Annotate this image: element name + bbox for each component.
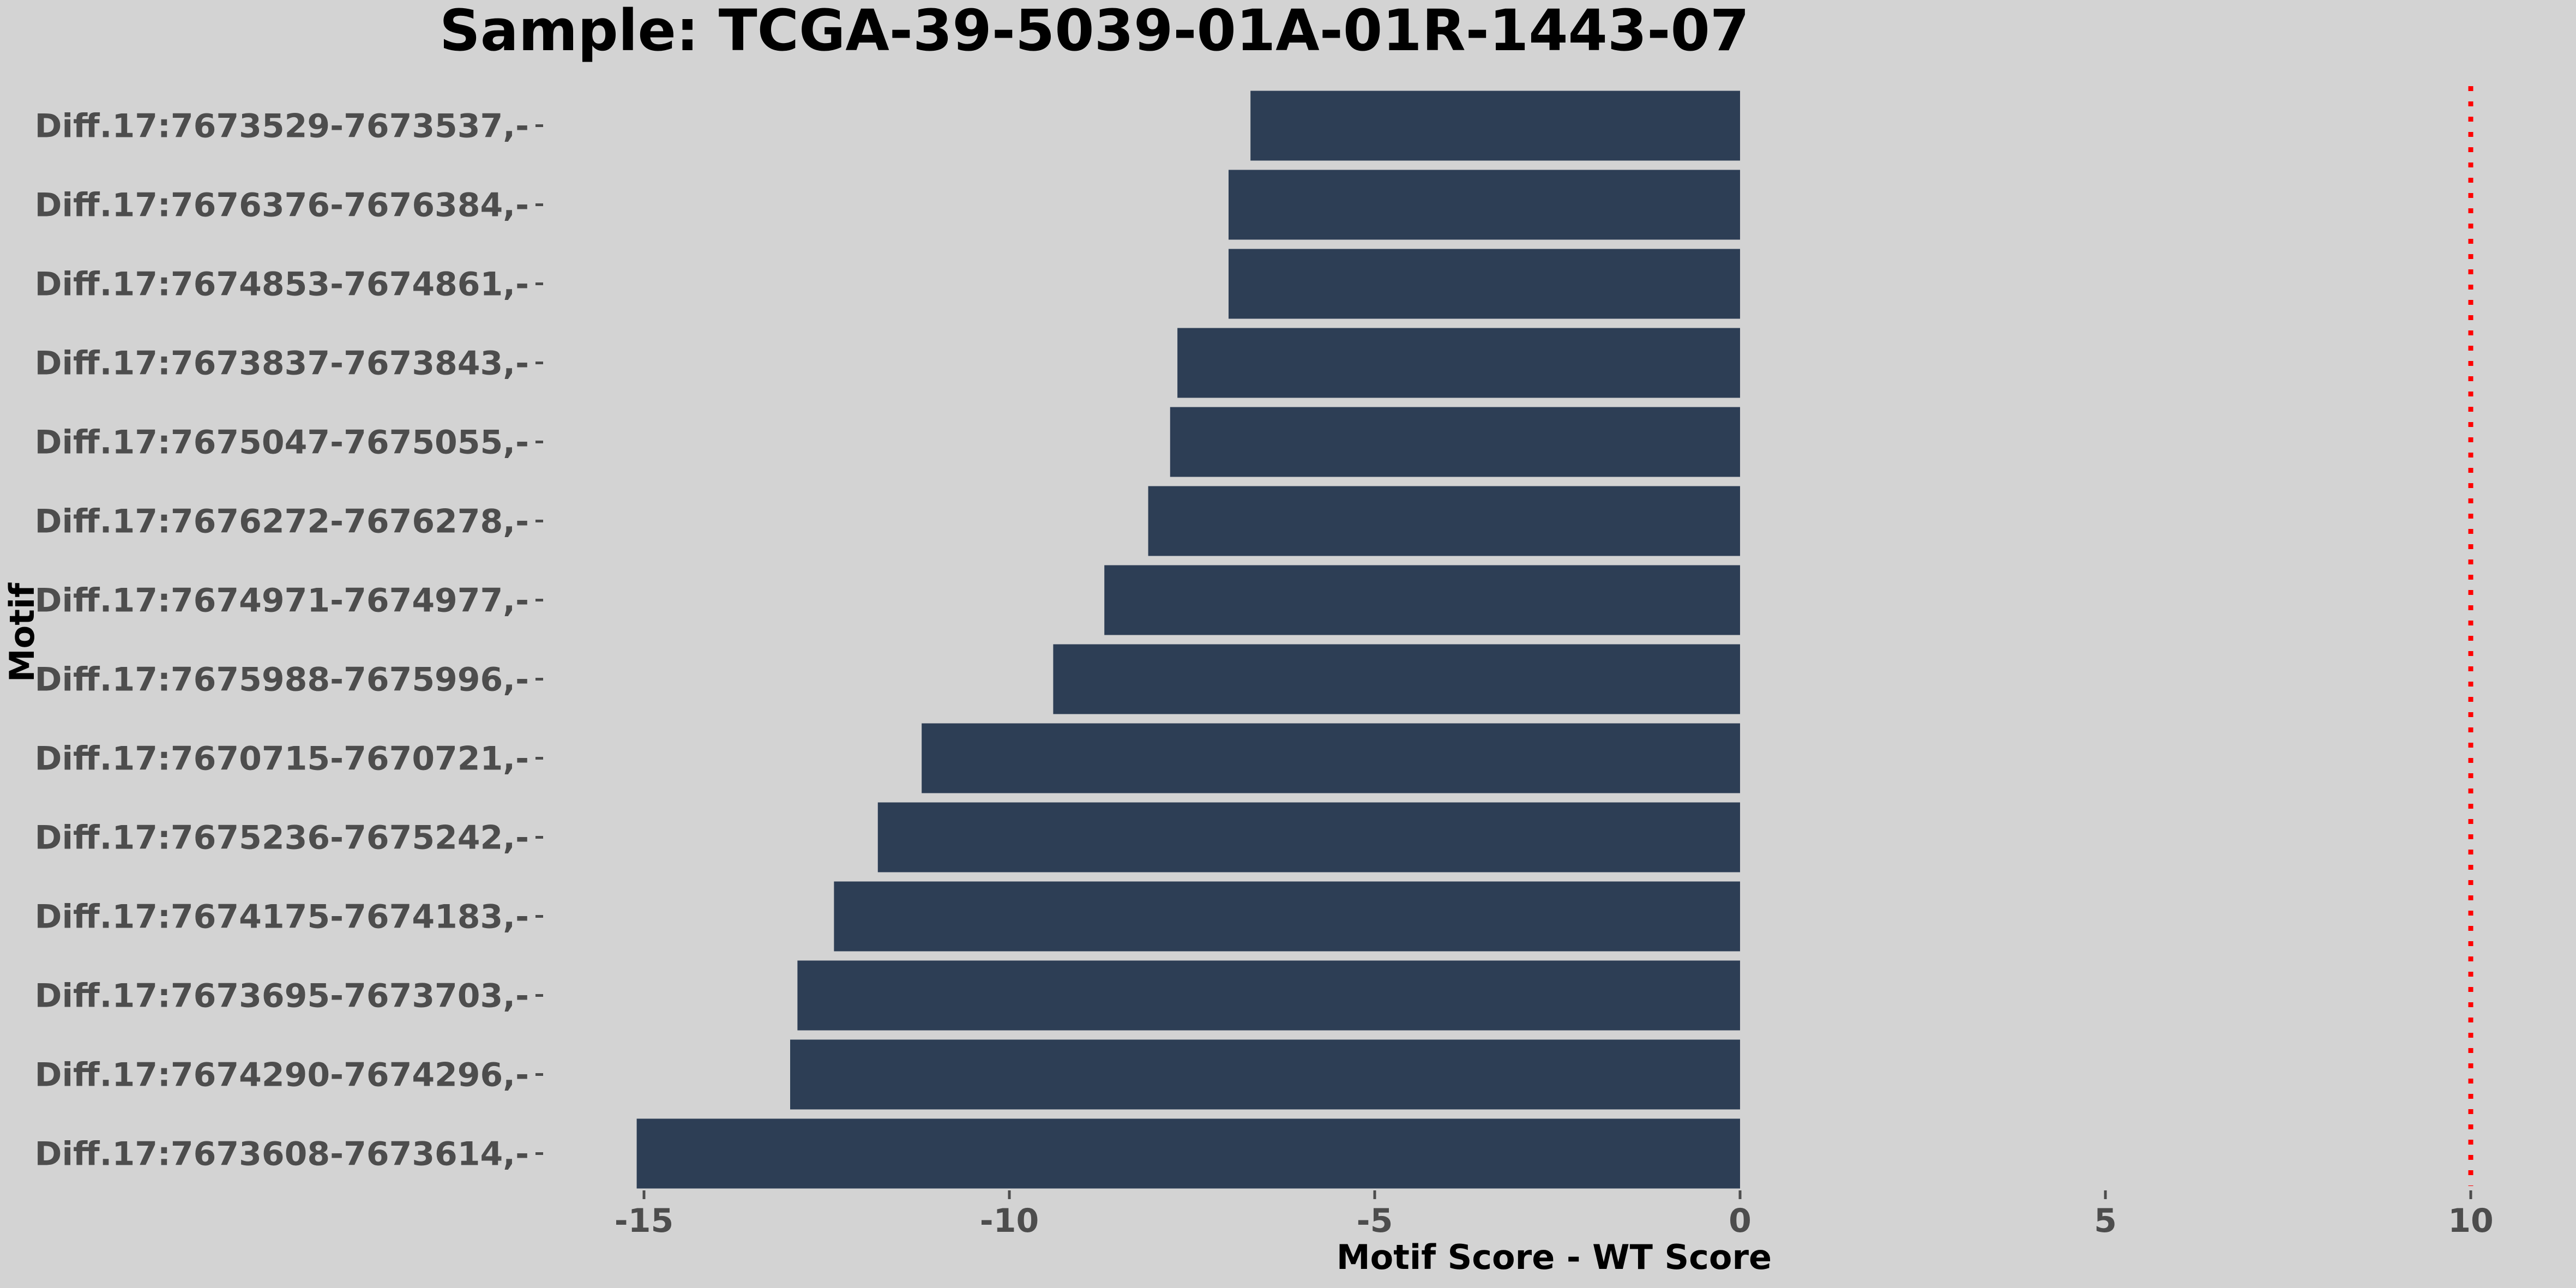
y-tick-label-6: Diff.17:7676272-7676278,-	[35, 503, 529, 541]
bar-14	[636, 1118, 1740, 1189]
y-tick-label-13: Diff.17:7674290-7674296,-	[35, 1056, 529, 1094]
plot-area: Diff.17:7673529-7673537,- Diff.17:7676376…	[35, 86, 2494, 1240]
y-tick-label-9: Diff.17:7670715-7670721,-	[35, 740, 529, 778]
bar-11	[834, 881, 1740, 952]
bar-7	[1104, 565, 1740, 635]
bar-6	[1148, 486, 1740, 556]
x-tick-label-3: -5	[1357, 1202, 1393, 1240]
y-tick-label-7: Diff.17:7674971-7674977,-	[35, 582, 529, 620]
y-axis-title: Motif	[2, 582, 42, 682]
bar-9	[922, 723, 1740, 793]
y-tick-label-4: Diff.17:7673837-7673843,-	[35, 345, 529, 383]
chart-title: Sample: TCGA-39-5039-01A-01R-1443-07	[440, 0, 1749, 64]
bar-1	[1250, 91, 1740, 161]
y-tick-label-2: Diff.17:7676376-7676384,-	[35, 186, 529, 225]
x-axis-title: Motif Score - WT Score	[1337, 1237, 1772, 1277]
y-tick-label-8: Diff.17:7675988-7675996,-	[35, 661, 529, 699]
y-tick-label-12: Diff.17:7673695-7673703,-	[35, 977, 529, 1015]
bar-5	[1170, 407, 1740, 477]
y-tick-label-1: Diff.17:7673529-7673537,-	[35, 107, 529, 146]
bar-12	[797, 960, 1740, 1031]
x-tick-label-1: -15	[615, 1202, 673, 1240]
x-tick-label-4: 0	[1729, 1202, 1752, 1240]
y-tick-label-14: Diff.17:7673608-7673614,-	[35, 1135, 529, 1173]
bar-2	[1229, 170, 1740, 240]
y-tick-label-3: Diff.17:7674853-7674861,-	[35, 266, 529, 304]
y-tick-label-10: Diff.17:7675236-7675242,-	[35, 819, 529, 857]
x-tick-label-6: 10	[2448, 1202, 2494, 1240]
bar-10	[877, 802, 1740, 872]
bar-4	[1177, 328, 1740, 398]
x-tick-label-2: -10	[980, 1202, 1039, 1240]
y-tick-label-11: Diff.17:7674175-7674183,-	[35, 898, 529, 936]
y-tick-label-5: Diff.17:7675047-7675055,-	[35, 424, 529, 462]
bar-8	[1053, 644, 1740, 714]
bar-3	[1229, 249, 1740, 319]
x-tick-label-5: 5	[2094, 1202, 2117, 1240]
bar-13	[790, 1039, 1740, 1110]
